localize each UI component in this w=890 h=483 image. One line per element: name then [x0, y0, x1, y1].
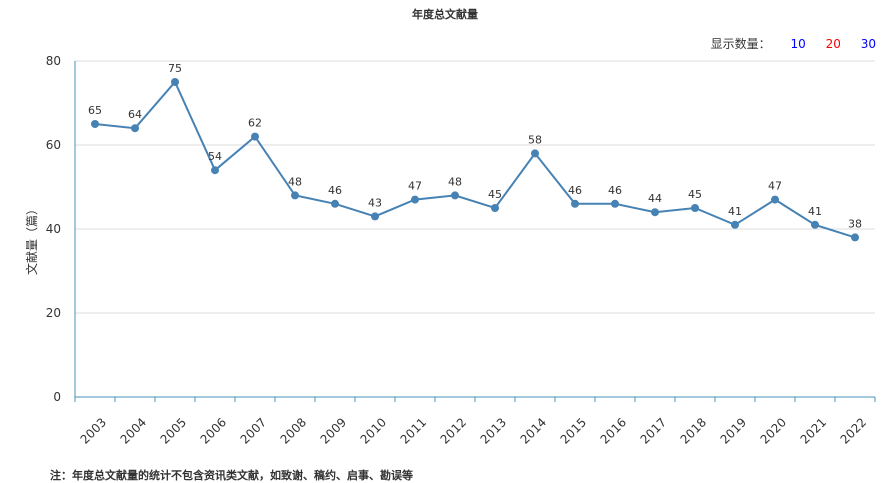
- data-point: [211, 166, 219, 175]
- x-tick-label: 2013: [478, 415, 509, 446]
- data-point: [91, 120, 99, 128]
- y-tick-label: 0: [53, 390, 61, 404]
- data-point: [291, 191, 299, 200]
- data-label: 48: [288, 175, 302, 188]
- data-label: 45: [488, 188, 502, 201]
- y-tick-label: 40: [46, 222, 61, 236]
- data-label: 43: [368, 196, 382, 209]
- x-tick-label: 2004: [118, 415, 149, 446]
- display-count-selector: 显示数量： 10 20 30: [711, 35, 876, 52]
- x-tick-label: 2003: [78, 415, 109, 446]
- x-tick-label: 2018: [678, 415, 709, 446]
- data-label: 44: [648, 192, 662, 205]
- data-label: 48: [448, 175, 462, 188]
- x-tick-label: 2021: [798, 415, 829, 446]
- x-tick-label: 2014: [518, 415, 549, 446]
- data-label: 41: [728, 205, 742, 218]
- x-tick-label: 2019: [718, 415, 749, 446]
- display-count-label: 显示数量：: [710, 37, 771, 51]
- x-tick-label: 2009: [318, 415, 349, 446]
- chart-title: 年度总文献量: [412, 8, 478, 21]
- x-tick-label: 2012: [438, 415, 469, 446]
- data-label: 75: [168, 62, 182, 75]
- data-point: [531, 149, 539, 158]
- data-point: [651, 208, 659, 217]
- display-count-option-30[interactable]: 30: [860, 37, 876, 51]
- x-tick-label: 2015: [558, 415, 589, 446]
- y-tick-label: 80: [46, 54, 61, 68]
- data-point: [171, 78, 179, 86]
- data-label: 54: [208, 150, 222, 163]
- data-point: [731, 220, 739, 229]
- y-tick-label: 60: [46, 138, 61, 152]
- x-tick-label: 2006: [198, 415, 229, 446]
- data-point: [251, 132, 259, 141]
- data-point: [331, 199, 339, 208]
- data-label: 46: [568, 184, 582, 197]
- footnote: 注：年度总文献量的统计不包含资讯类文献，如致谢、稿约、启事、勘误等: [50, 469, 413, 482]
- data-label: 47: [768, 180, 782, 193]
- data-point: [131, 124, 139, 133]
- display-count-option-20[interactable]: 20: [825, 37, 841, 51]
- data-point: [491, 204, 499, 212]
- display-count-option-10[interactable]: 10: [790, 37, 806, 51]
- x-tick-label: 2022: [838, 415, 869, 446]
- data-label: 58: [528, 133, 542, 146]
- data-point: [451, 191, 459, 200]
- data-label: 46: [328, 184, 342, 197]
- data-point: [691, 204, 699, 212]
- x-tick-label: 2016: [598, 415, 629, 446]
- data-point: [571, 199, 579, 208]
- data-point: [411, 195, 419, 204]
- y-axis-label: 文献量（篇）: [24, 203, 39, 275]
- series-line: [94, 80, 856, 239]
- data-label: 64: [128, 108, 142, 121]
- x-tick-label: 2007: [238, 415, 269, 446]
- data-label: 45: [688, 188, 702, 201]
- data-label: 46: [608, 184, 622, 197]
- data-point: [811, 220, 819, 229]
- data-label: 62: [248, 117, 262, 130]
- data-point: [771, 195, 779, 204]
- data-point: [851, 233, 859, 242]
- data-label: 65: [88, 104, 102, 117]
- data-label: 38: [848, 217, 862, 230]
- x-tick-label: 2011: [398, 415, 429, 446]
- data-point: [611, 199, 619, 208]
- data-point: [371, 212, 379, 221]
- y-tick-label: 20: [46, 306, 61, 320]
- x-tick-label: 2017: [638, 415, 669, 446]
- data-label: 47: [408, 180, 422, 193]
- data-label: 41: [808, 205, 822, 218]
- x-tick-label: 2010: [358, 415, 389, 446]
- x-tick-label: 2008: [278, 415, 309, 446]
- x-tick-label: 2005: [158, 415, 189, 446]
- x-tick-label: 2020: [758, 415, 789, 446]
